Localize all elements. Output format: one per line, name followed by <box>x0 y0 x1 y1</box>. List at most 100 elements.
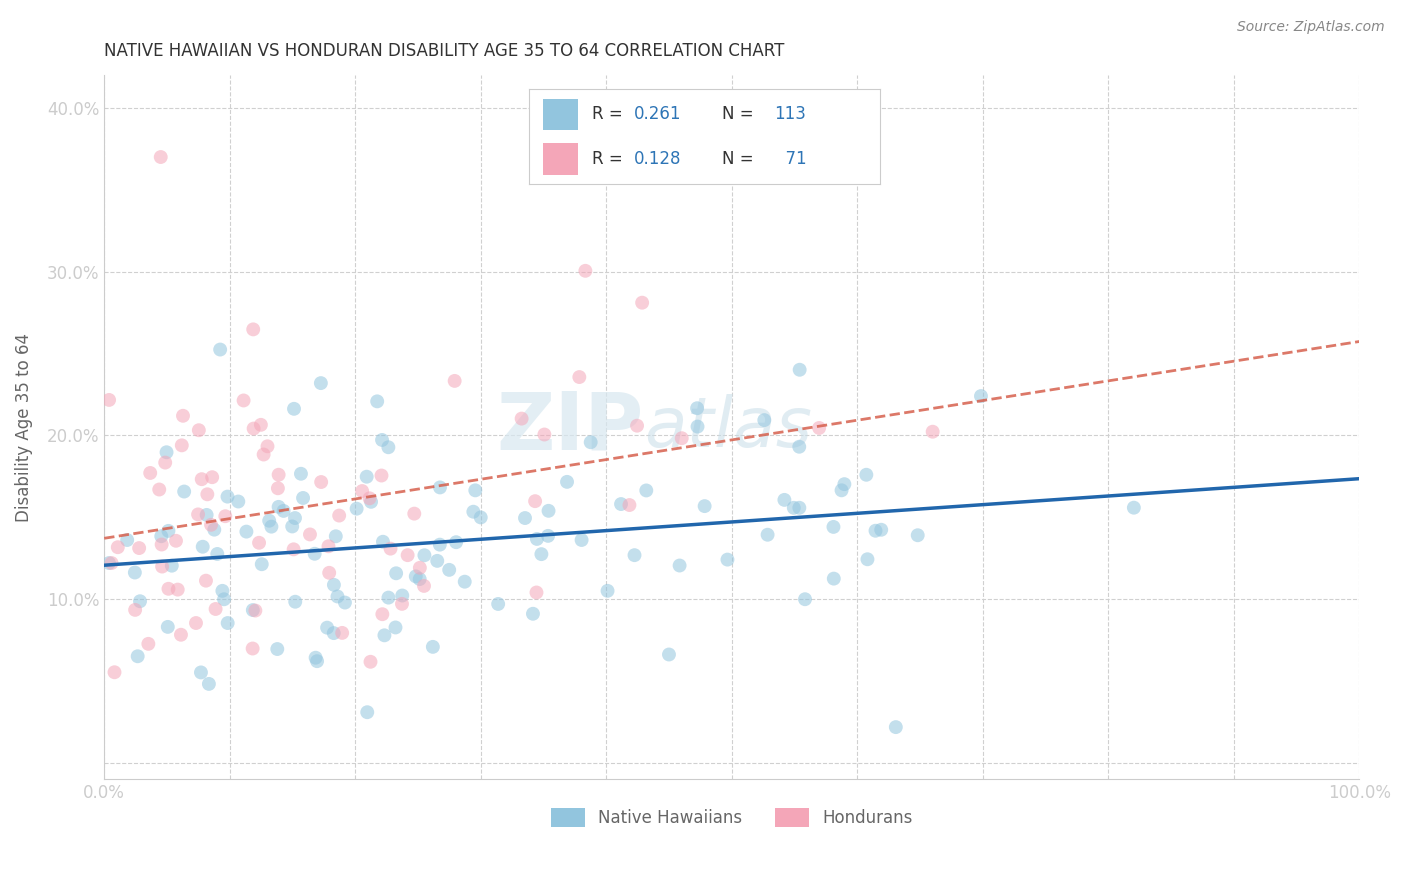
Native Hawaiians <box>173 484 195 499</box>
Native Hawaiians <box>157 524 180 538</box>
Native Hawaiians <box>211 583 233 598</box>
Native Hawaiians <box>530 547 553 561</box>
Native Hawaiians <box>191 540 214 554</box>
Hondurans <box>524 494 547 508</box>
Native Hawaiians <box>865 524 887 538</box>
Native Hawaiians <box>371 534 394 549</box>
Hondurans <box>232 393 254 408</box>
Native Hawaiians <box>513 511 536 525</box>
Hondurans <box>172 409 194 423</box>
Native Hawaiians <box>537 529 560 543</box>
Native Hawaiians <box>413 548 436 562</box>
Hondurans <box>155 456 177 470</box>
Native Hawaiians <box>907 528 929 542</box>
Native Hawaiians <box>250 558 273 572</box>
Hondurans <box>148 483 170 497</box>
Native Hawaiians <box>360 495 382 509</box>
Native Hawaiians <box>429 480 451 494</box>
Hondurans <box>360 655 382 669</box>
Native Hawaiians <box>596 583 619 598</box>
Hondurans <box>370 468 392 483</box>
Hondurans <box>204 602 226 616</box>
Native Hawaiians <box>127 649 149 664</box>
Native Hawaiians <box>787 440 810 454</box>
Native Hawaiians <box>346 501 368 516</box>
Hondurans <box>283 542 305 557</box>
Native Hawaiians <box>686 419 709 434</box>
Hondurans <box>187 508 209 522</box>
Legend: Native Hawaiians, Hondurans: Native Hawaiians, Hondurans <box>544 801 920 834</box>
Native Hawaiians <box>304 547 326 561</box>
Hondurans <box>103 665 125 680</box>
Native Hawaiians <box>202 523 225 537</box>
Hondurans <box>921 425 943 439</box>
Native Hawaiians <box>290 467 312 481</box>
Native Hawaiians <box>307 654 329 668</box>
Hondurans <box>391 597 413 611</box>
Hondurans <box>396 548 419 562</box>
Hondurans <box>165 533 187 548</box>
Hondurans <box>404 507 426 521</box>
Native Hawaiians <box>444 535 467 549</box>
Hondurans <box>150 559 173 574</box>
Hondurans <box>138 637 160 651</box>
Native Hawaiians <box>870 523 893 537</box>
Hondurans <box>267 467 290 482</box>
Native Hawaiians <box>284 595 307 609</box>
Native Hawaiians <box>309 376 332 390</box>
Native Hawaiians <box>463 505 485 519</box>
Hondurans <box>124 603 146 617</box>
Native Hawaiians <box>283 401 305 416</box>
Hondurans <box>574 264 596 278</box>
Native Hawaiians <box>198 677 221 691</box>
Native Hawaiians <box>756 527 779 541</box>
Native Hawaiians <box>326 590 349 604</box>
Native Hawaiians <box>834 477 856 491</box>
Native Hawaiians <box>242 603 264 617</box>
Native Hawaiians <box>855 467 877 482</box>
Native Hawaiians <box>356 469 378 483</box>
Native Hawaiians <box>856 552 879 566</box>
Text: ZIP: ZIP <box>496 388 644 466</box>
Native Hawaiians <box>273 504 295 518</box>
Hondurans <box>245 603 267 617</box>
Native Hawaiians <box>686 401 709 416</box>
Hondurans <box>247 536 270 550</box>
Hondurans <box>170 438 193 452</box>
Hondurans <box>242 322 264 336</box>
Hondurans <box>98 392 121 407</box>
Native Hawaiians <box>155 445 177 459</box>
Hondurans <box>195 487 218 501</box>
Hondurans <box>139 466 162 480</box>
Hondurans <box>184 615 207 630</box>
Hondurans <box>190 472 212 486</box>
Native Hawaiians <box>783 500 806 515</box>
Hondurans <box>298 527 321 541</box>
Native Hawaiians <box>426 554 449 568</box>
Hondurans <box>187 423 209 437</box>
Native Hawaiians <box>789 363 811 377</box>
Hondurans <box>201 470 224 484</box>
Native Hawaiians <box>693 499 716 513</box>
Native Hawaiians <box>464 483 486 498</box>
Native Hawaiians <box>217 615 239 630</box>
Native Hawaiians <box>333 596 356 610</box>
Hondurans <box>100 556 122 570</box>
Text: Source: ZipAtlas.com: Source: ZipAtlas.com <box>1237 20 1385 34</box>
Native Hawaiians <box>537 504 560 518</box>
Hondurans <box>128 541 150 555</box>
Native Hawaiians <box>267 500 290 514</box>
Native Hawaiians <box>325 529 347 543</box>
Native Hawaiians <box>754 413 776 427</box>
Hondurans <box>510 411 533 425</box>
Hondurans <box>250 417 273 432</box>
Hondurans <box>166 582 188 597</box>
Hondurans <box>359 491 381 506</box>
Hondurans <box>409 561 432 575</box>
Hondurans <box>318 566 340 580</box>
Hondurans <box>242 421 264 435</box>
Native Hawaiians <box>1122 500 1144 515</box>
Native Hawaiians <box>522 607 544 621</box>
Native Hawaiians <box>316 621 339 635</box>
Hondurans <box>808 421 831 435</box>
